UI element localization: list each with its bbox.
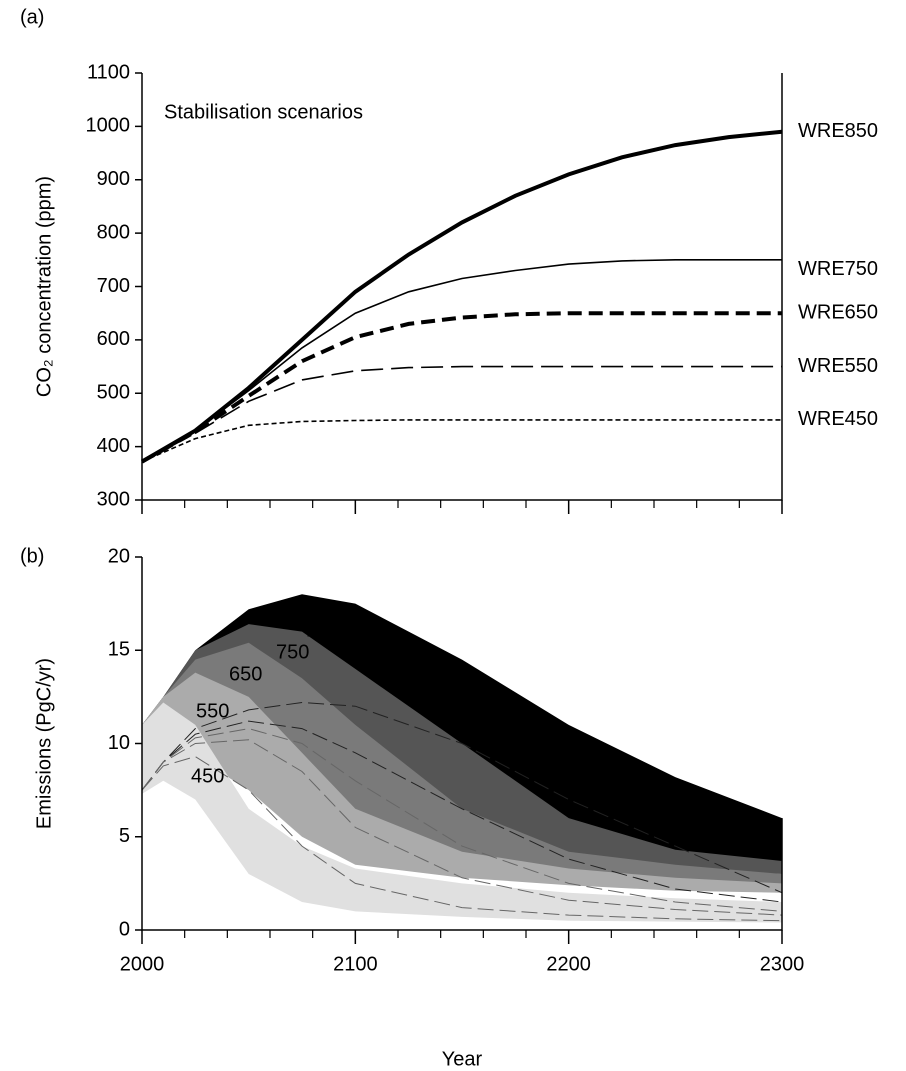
emission-band [142, 672, 782, 893]
emission-band [142, 702, 782, 923]
series-label: WRE650 [798, 301, 878, 323]
series-line [141, 419, 782, 463]
central-line [141, 728, 783, 912]
central-line [141, 756, 783, 922]
y-tick-label: 400 [97, 435, 130, 457]
x-tick-label: 2200 [546, 953, 591, 975]
axis-frame [141, 73, 783, 501]
y-tick-label: 700 [97, 275, 130, 297]
y-tick-label: 800 [97, 221, 130, 243]
y-tick-label: 1100 [87, 61, 130, 83]
y-tick-label: 600 [97, 328, 130, 350]
series-line [140, 129, 783, 464]
y-tick-label: 1000 [86, 115, 131, 137]
annotation: Stabilisation scenarios [164, 101, 363, 123]
band-label: 450 [191, 765, 224, 787]
band-label: 1000 [306, 619, 351, 641]
central-line [141, 720, 783, 903]
x-tick-label: 2000 [120, 953, 165, 975]
y-tick-label: 15 [108, 639, 130, 661]
y-tick-label: 10 [108, 732, 130, 754]
emission-band [142, 642, 782, 888]
series-line [141, 259, 782, 463]
axis-frame [141, 557, 783, 931]
series-line [141, 311, 782, 464]
series-label: WRE850 [798, 120, 878, 142]
y-tick-label: 900 [97, 168, 130, 190]
band-label: 750 [276, 641, 309, 663]
panel-label: (a) [20, 6, 44, 28]
x-tick-label: 2100 [333, 953, 378, 975]
central-line [141, 739, 783, 916]
y-axis-title: Emissions (PgC/yr) [33, 658, 55, 829]
x-tick-label: 2300 [760, 953, 805, 975]
series-line [141, 365, 782, 463]
series-label: WRE450 [798, 408, 878, 430]
y-tick-label: 300 [97, 488, 130, 510]
panel-label: (b) [20, 545, 44, 567]
band-label: 550 [196, 700, 229, 722]
x-axis-title: Year [442, 1048, 483, 1070]
y-tick-label: 0 [119, 918, 130, 940]
series-label: WRE750 [798, 258, 878, 280]
y-tick-label: 5 [119, 825, 130, 847]
band-label: 650 [229, 663, 262, 685]
y-tick-label: 20 [108, 545, 130, 567]
y-axis-title: CO₂ concentration (ppm) [33, 176, 55, 397]
y-tick-label: 500 [97, 382, 130, 404]
central-line [141, 701, 783, 894]
series-label: WRE550 [798, 355, 878, 377]
